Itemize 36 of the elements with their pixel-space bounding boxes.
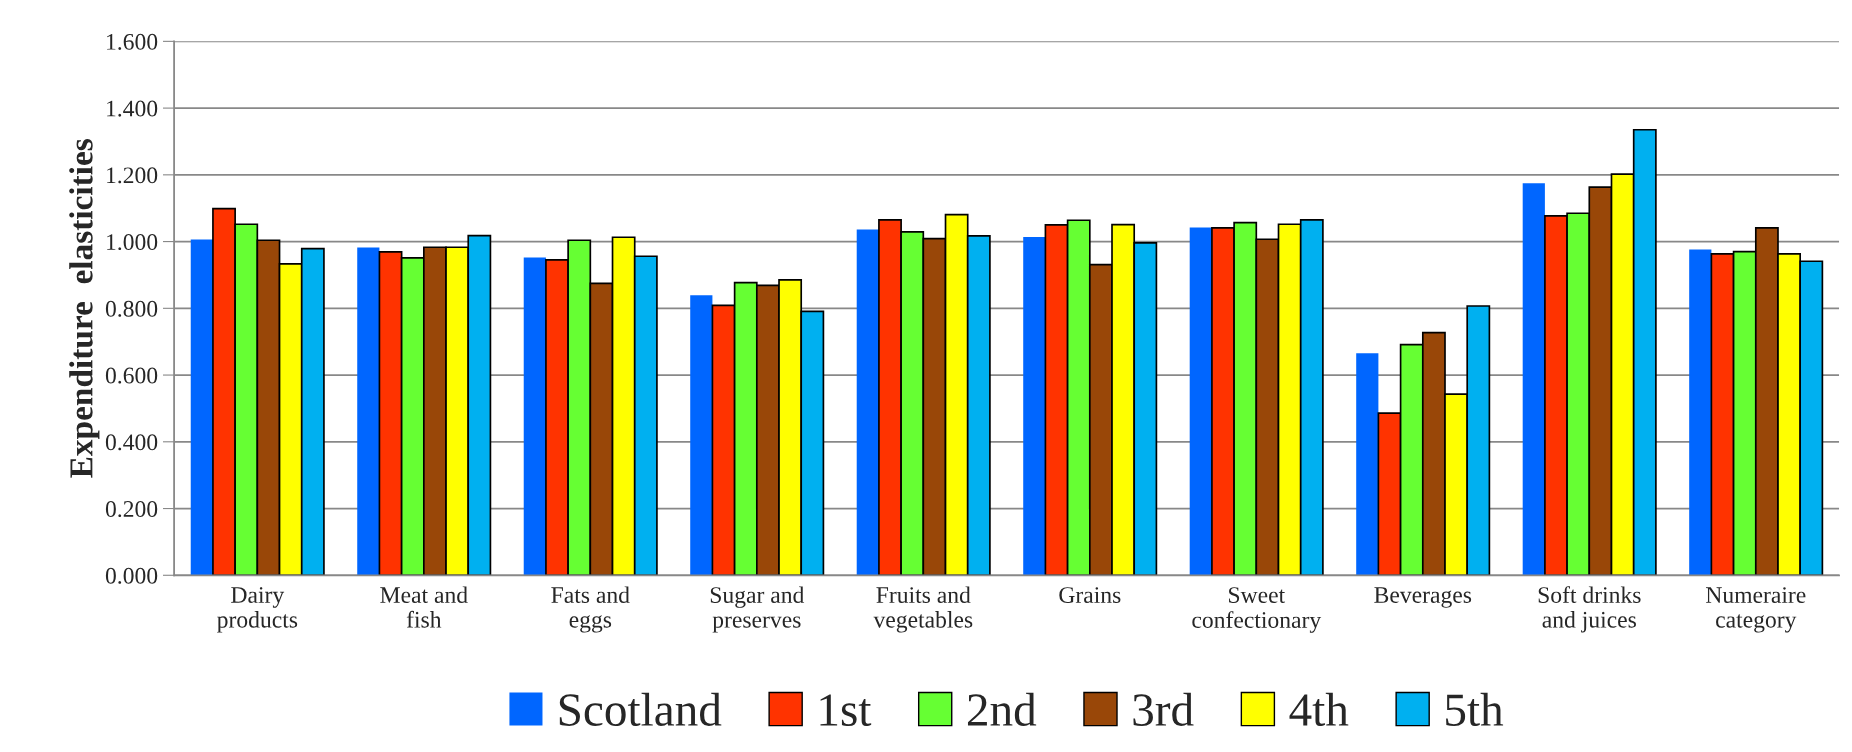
y-tick-label: 0.800 bbox=[105, 300, 158, 317]
y-tick-label: 0.200 bbox=[105, 501, 158, 518]
x-tick-label: Grains bbox=[1059, 587, 1121, 604]
bar bbox=[1689, 249, 1712, 576]
bar bbox=[1356, 353, 1379, 576]
x-tick-label: Fruits and vegetables bbox=[873, 586, 973, 633]
y-tick-label: 0.600 bbox=[105, 367, 158, 384]
y-tick-label: 1.000 bbox=[107, 234, 158, 251]
x-tick-label: Dairy products bbox=[217, 587, 298, 633]
legend-label: 5th bbox=[1446, 692, 1504, 727]
y-tick-label: 1.600 bbox=[107, 33, 158, 50]
x-tick-label: Soft drinks and juices bbox=[1538, 586, 1641, 633]
y-tick-label: 1.400 bbox=[107, 100, 158, 117]
legend-label: 4th bbox=[1289, 692, 1349, 727]
legend-label: 3rd bbox=[1133, 692, 1194, 727]
bar bbox=[190, 239, 213, 576]
y-tick-label: 0.400 bbox=[105, 434, 158, 451]
bar bbox=[856, 229, 879, 576]
bar bbox=[1023, 236, 1046, 576]
x-tick-label: Numeraire category bbox=[1705, 587, 1806, 633]
y-tick-label: 1.200 bbox=[107, 167, 158, 184]
bar bbox=[1522, 183, 1545, 576]
legend-label: Scotland bbox=[559, 692, 722, 727]
y-axis-title: Expenditure elasticities bbox=[69, 139, 100, 478]
legend-label: 2nd bbox=[967, 692, 1037, 727]
x-tick-label: Meat and fish bbox=[380, 586, 468, 628]
bar bbox=[690, 295, 713, 576]
x-tick-label: Beverages bbox=[1374, 587, 1472, 608]
x-tick-label: Sugar and preserves bbox=[710, 586, 805, 633]
legend-label: 1st bbox=[820, 694, 872, 727]
bar bbox=[357, 247, 380, 576]
x-tick-label: Sweet confectionary bbox=[1192, 587, 1322, 633]
bar bbox=[1189, 227, 1212, 576]
y-tick-label: 0.000 bbox=[105, 567, 158, 584]
x-tick-label: Fats and eggs bbox=[551, 586, 630, 633]
bar bbox=[523, 257, 546, 576]
